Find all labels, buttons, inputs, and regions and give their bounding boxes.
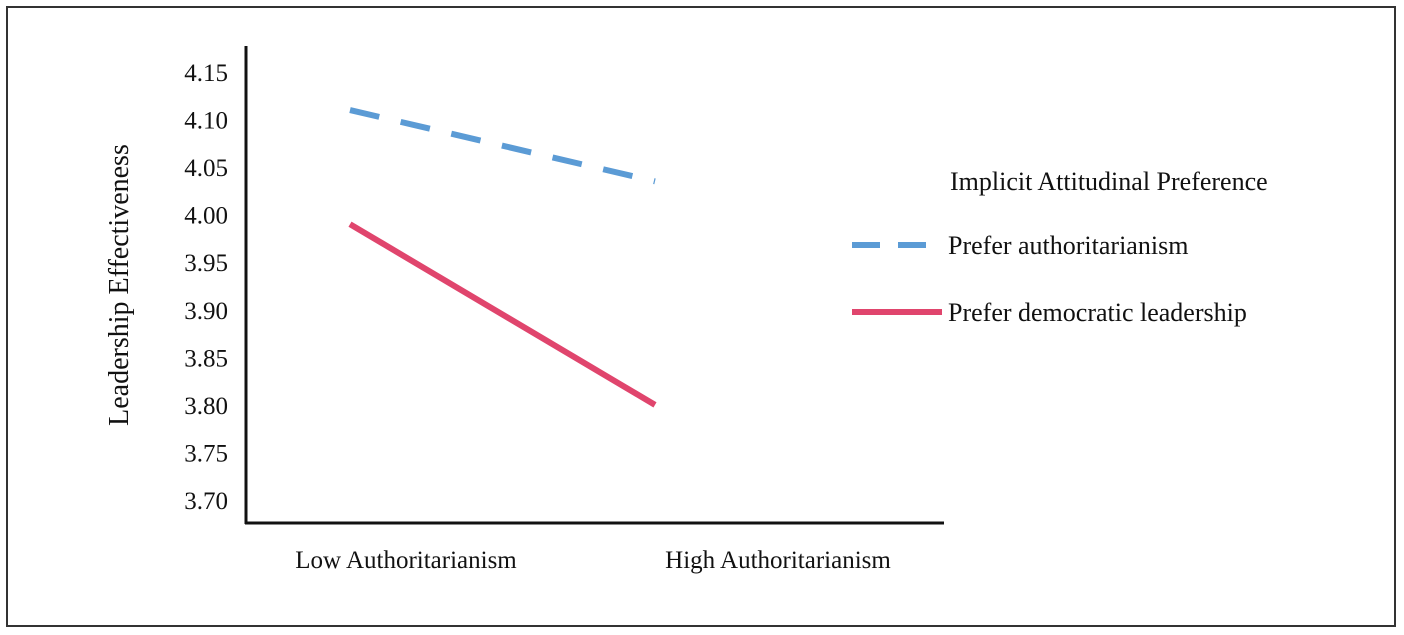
y-tick-label: 3.90: [184, 298, 228, 325]
x-category-labels: Low Authoritarianism High Authoritarianis…: [295, 547, 891, 574]
series-lines: [348, 107, 657, 408]
x-category-label: High Authoritarianism: [665, 547, 891, 574]
y-tick-label: 3.85: [184, 345, 228, 372]
y-tick-label: 3.70: [184, 488, 228, 515]
legend: Prefer authoritarianism Prefer democratic…: [852, 231, 1247, 327]
series-line-1: [349, 107, 656, 185]
series-line-2: [348, 221, 657, 408]
y-tick-label: 4.00: [184, 203, 228, 230]
y-tick-label: 4.05: [184, 155, 228, 182]
legend-label-1: Prefer authoritarianism: [948, 231, 1188, 260]
y-tick-label: 3.80: [184, 393, 228, 420]
y-tick-label: 3.75: [184, 440, 228, 467]
x-category-label: Low Authoritarianism: [295, 547, 517, 574]
y-axis-label: Leadership Effectiveness: [104, 144, 135, 426]
y-tick-label: 4.15: [184, 60, 228, 87]
y-tick-labels: 4.15 4.10 4.05 4.00 3.95 3.90 3.85 3.80 3.75 3.70: [184, 60, 228, 515]
legend-label-2: Prefer democratic leadership: [948, 298, 1247, 327]
legend-title: Implicit Attitudinal Preference: [950, 167, 1268, 196]
y-tick-label: 3.95: [184, 250, 228, 277]
y-tick-label: 4.10: [184, 108, 228, 135]
